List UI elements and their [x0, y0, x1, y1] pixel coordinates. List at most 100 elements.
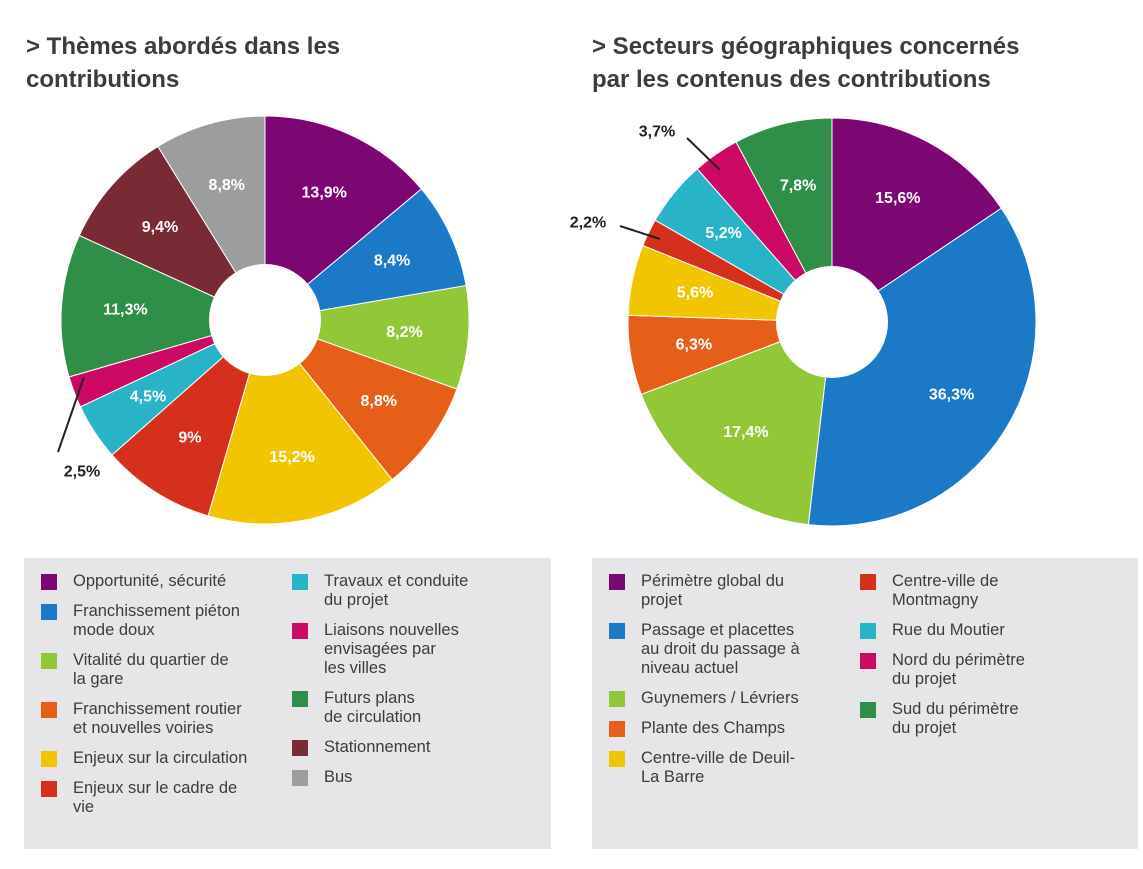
legend-label: Opportunité, sécurité: [73, 572, 227, 590]
legend-label: Liaisons nouvelles envisagées par les vi…: [324, 621, 459, 677]
legend-column: Opportunité, sécurité Franchissement piét…: [41, 572, 286, 828]
leader-line: [686, 137, 721, 171]
legend-label: Franchissement routier et nouvelles voir…: [73, 700, 242, 737]
legend-themes: Opportunité, sécurité Franchissement piét…: [24, 558, 551, 849]
pie-slice: [60, 234, 267, 378]
legend-item: Enjeux sur la circulation: [41, 749, 286, 768]
legend-swatch: [41, 751, 57, 767]
slice-value-label: 8,2%: [386, 324, 422, 341]
slice-value-label: 4,5%: [130, 388, 166, 405]
legend-label: Stationnement: [324, 738, 431, 756]
slice-value-label: 8,8%: [209, 177, 245, 194]
legend-swatch: [609, 574, 625, 590]
leader-line: [619, 225, 661, 240]
slice-value-label: 8,8%: [361, 393, 397, 410]
slice-value-label: 3,7%: [639, 124, 675, 141]
legend-item: Futurs plans de circulation: [292, 689, 542, 727]
legend-column: Périmètre global du projet Passage et pla…: [609, 572, 854, 798]
legend-swatch: [292, 574, 308, 590]
donut-hole: [776, 266, 888, 378]
legend-item: Guynemers / Lévriers: [609, 689, 854, 708]
legend-label: Plante des Champs: [641, 719, 785, 737]
slice-value-label: 9%: [178, 430, 201, 447]
legend-secteurs: Périmètre global du projet Passage et pla…: [592, 558, 1138, 849]
legend-item: Opportunité, sécurité: [41, 572, 286, 591]
legend-swatch: [41, 653, 57, 669]
legend-item: Enjeux sur le cadre de vie: [41, 779, 286, 817]
legend-item: Vitalité du quartier de la gare: [41, 651, 286, 689]
legend-swatch: [609, 751, 625, 767]
slice-value-label: 2,5%: [64, 464, 100, 481]
legend-item: Stationnement: [292, 738, 542, 757]
pie-slice: [157, 115, 266, 322]
pie-slice: [640, 321, 833, 526]
legend-label: Centre-ville de Deuil- La Barre: [641, 749, 796, 786]
chart-title-secteurs: > Secteurs géographiques concernés par l…: [592, 33, 1020, 93]
legend-swatch: [292, 740, 308, 756]
legend-item: Franchissement routier et nouvelles voir…: [41, 700, 286, 738]
slice-value-label: 15,2%: [269, 449, 314, 466]
legend-item: Bus: [292, 768, 542, 787]
legend-item: Passage et placettes au droit du passage…: [609, 621, 854, 678]
legend-swatch: [609, 623, 625, 639]
leader-line: [57, 376, 85, 453]
pie-slice: [807, 207, 1037, 527]
legend-item: Rue du Moutier: [860, 621, 1120, 640]
legend-column: Travaux et conduite du projet Liaisons no…: [292, 572, 542, 798]
legend-label: Centre-ville de Montmagny: [892, 572, 999, 609]
legend-label: Bus: [324, 768, 353, 786]
legend-label: Nord du périmètre du projet: [892, 651, 1025, 688]
legend-label: Enjeux sur la circulation: [73, 749, 248, 767]
legend-label: Futurs plans de circulation: [324, 689, 422, 726]
legend-swatch: [292, 623, 308, 639]
slice-value-label: 6,3%: [676, 336, 712, 353]
slice-value-label: 9,4%: [142, 219, 178, 236]
slice-value-label: 17,4%: [723, 424, 768, 441]
slice-value-label: 36,3%: [929, 386, 974, 403]
legend-item: Franchissement piéton mode doux: [41, 602, 286, 640]
slice-value-label: 13,9%: [302, 185, 347, 202]
slice-value-label: 11,3%: [103, 301, 147, 318]
legend-item: Travaux et conduite du projet: [292, 572, 542, 610]
slice-value-label: 7,8%: [780, 178, 816, 195]
legend-label: Guynemers / Lévriers: [641, 689, 799, 707]
legend-swatch: [860, 574, 876, 590]
legend-swatch: [41, 604, 57, 620]
pie-slice: [735, 117, 833, 323]
legend-item: Nord du périmètre du projet: [860, 651, 1120, 689]
pie-slice: [831, 117, 1003, 323]
legend-label: Enjeux sur le cadre de vie: [73, 779, 238, 816]
legend-swatch: [609, 691, 625, 707]
legend-label: Vitalité du quartier de la gare: [73, 651, 229, 688]
legend-swatch: [292, 691, 308, 707]
legend-column: Centre-ville de Montmagny Rue du Moutier N…: [860, 572, 1120, 749]
legend-label: Franchissement piéton mode doux: [73, 602, 240, 639]
slice-value-label: 5,6%: [677, 284, 713, 301]
legend-item: Sud du périmètre du projet: [860, 700, 1120, 738]
slice-value-label: 2,2%: [570, 215, 606, 232]
legend-swatch: [860, 623, 876, 639]
chart-title-themes: > Thèmes abordés dans les contributions: [26, 33, 341, 93]
legend-label: Travaux et conduite du projet: [324, 572, 469, 609]
pie-slice: [263, 318, 458, 481]
pie-slice: [263, 188, 467, 321]
legend-label: Rue du Moutier: [892, 621, 1005, 639]
slice-value-label: 5,2%: [705, 225, 741, 242]
pie-slice: [111, 318, 266, 517]
legend-label: Périmètre global du projet: [641, 572, 785, 609]
legend-swatch: [41, 574, 57, 590]
legend-swatch: [860, 653, 876, 669]
legend-item: Centre-ville de Deuil- La Barre: [609, 749, 854, 787]
legend-item: Plante des Champs: [609, 719, 854, 738]
slice-value-label: 15,6%: [875, 190, 920, 207]
pie-slice: [78, 145, 267, 322]
legend-item: Périmètre global du projet: [609, 572, 854, 610]
legend-swatch: [41, 702, 57, 718]
legend-item: Liaisons nouvelles envisagées par les vi…: [292, 621, 542, 678]
slice-value-label: 8,4%: [374, 253, 410, 270]
legend-label: Sud du périmètre du projet: [892, 700, 1019, 737]
pie-slice: [264, 115, 423, 322]
donut-hole: [209, 264, 321, 376]
legend-label: Passage et placettes au droit du passage…: [641, 621, 800, 677]
